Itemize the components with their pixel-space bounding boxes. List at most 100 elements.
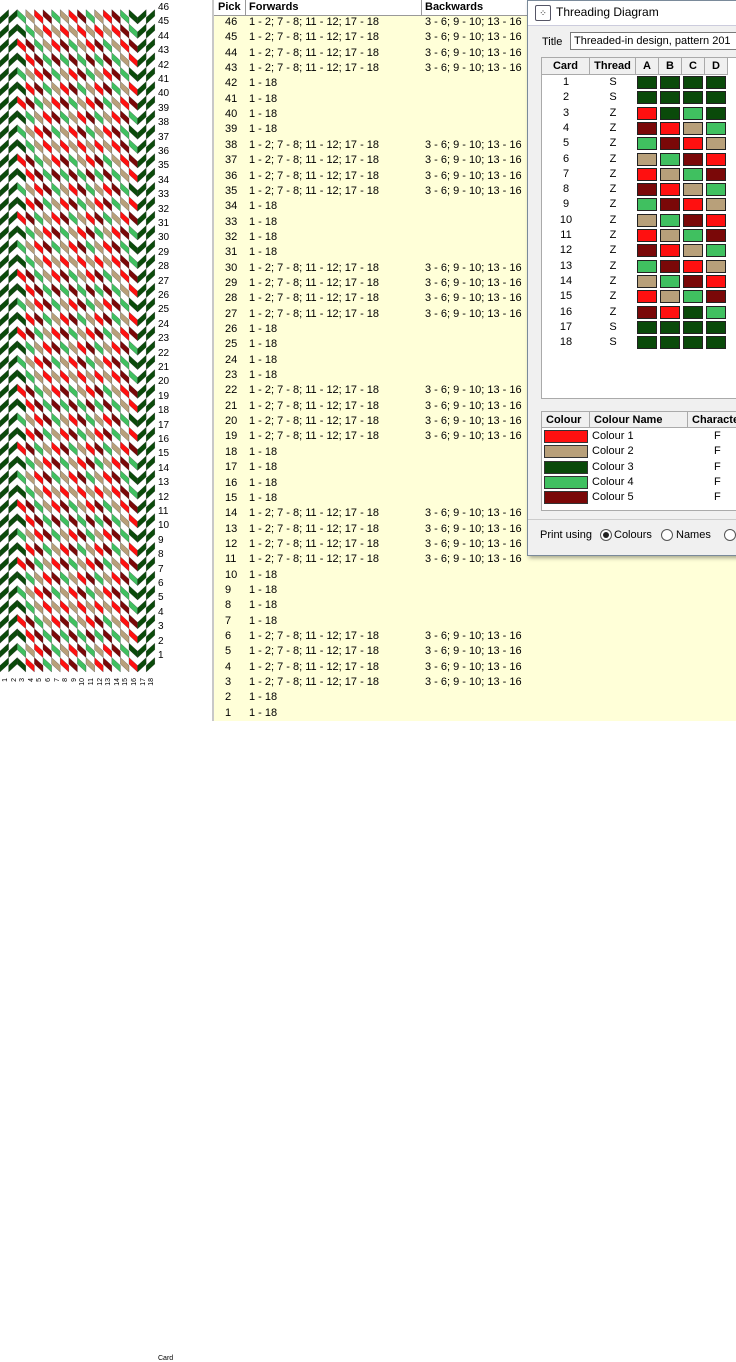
table-row[interactable]: 20 1 - 2; 7 - 8; 11 - 12; 17 - 18 3 - 6; 9…: [214, 414, 736, 429]
column-divider[interactable]: [421, 0, 422, 15]
card-table-header[interactable]: C: [682, 58, 705, 75]
hole-colour-swatch[interactable]: [706, 290, 726, 304]
card-row[interactable]: 12 Z: [542, 243, 736, 258]
hole-colour-swatch[interactable]: [660, 336, 680, 350]
table-row[interactable]: 29 1 - 2; 7 - 8; 11 - 12; 17 - 18 3 - 6; 9…: [214, 276, 736, 291]
table-row[interactable]: 6 1 - 2; 7 - 8; 11 - 12; 17 - 18 3 - 6; 9 …: [214, 629, 736, 644]
table-row[interactable]: 41 1 - 18: [214, 92, 736, 107]
thread-direction-cell[interactable]: Z: [609, 121, 617, 134]
thread-direction-cell[interactable]: Z: [609, 290, 617, 303]
table-row[interactable]: 43 1 - 2; 7 - 8; 11 - 12; 17 - 18 3 - 6; 9…: [214, 61, 736, 76]
table-row[interactable]: 5 1 - 2; 7 - 8; 11 - 12; 17 - 18 3 - 6; 9 …: [214, 644, 736, 659]
hole-colour-swatch[interactable]: [706, 91, 726, 105]
hole-colour-swatch[interactable]: [637, 274, 657, 288]
hole-colour-swatch[interactable]: [683, 152, 703, 166]
names-radio[interactable]: [661, 529, 673, 541]
hole-colour-swatch[interactable]: [706, 274, 726, 288]
table-row[interactable]: 30 1 - 2; 7 - 8; 11 - 12; 17 - 18 3 - 6; 9…: [214, 261, 736, 276]
hole-colour-swatch[interactable]: [637, 320, 657, 334]
table-row[interactable]: 2 1 - 18: [214, 690, 736, 705]
table-row[interactable]: 35 1 - 2; 7 - 8; 11 - 12; 17 - 18 3 - 6; 9…: [214, 184, 736, 199]
hole-colour-swatch[interactable]: [683, 167, 703, 181]
hole-colour-swatch[interactable]: [683, 229, 703, 242]
colour-name-cell[interactable]: Colour 1: [592, 430, 634, 442]
thread-direction-cell[interactable]: Z: [609, 229, 617, 241]
thread-direction-cell[interactable]: Z: [609, 305, 617, 318]
table-row[interactable]: 3 1 - 2; 7 - 8; 11 - 12; 17 - 18 3 - 6; 9 …: [214, 675, 736, 690]
hole-colour-swatch[interactable]: [660, 167, 680, 181]
hole-colour-swatch[interactable]: [683, 290, 703, 304]
hole-colour-swatch[interactable]: [660, 152, 680, 166]
table-row[interactable]: 31 1 - 18: [214, 245, 736, 260]
hole-colour-swatch[interactable]: [683, 183, 703, 197]
thread-direction-cell[interactable]: Z: [609, 274, 617, 287]
colour-table-header[interactable]: Colour: [542, 412, 590, 428]
hole-colour-swatch[interactable]: [683, 336, 703, 350]
colour-character-cell[interactable]: F: [714, 491, 721, 504]
hole-colour-swatch[interactable]: [660, 106, 680, 120]
colours-radio[interactable]: [600, 529, 612, 541]
colour-row[interactable]: Colour 5 F: [542, 490, 736, 505]
hole-colour-swatch[interactable]: [637, 305, 657, 319]
backwards-header[interactable]: Backwards: [425, 1, 484, 13]
colour-table-header[interactable]: Characte: [688, 412, 736, 428]
table-row[interactable]: 10 1 - 18: [214, 568, 736, 583]
hole-colour-swatch[interactable]: [683, 121, 703, 135]
colour-character-cell[interactable]: F: [714, 430, 721, 442]
table-row[interactable]: 40 1 - 18: [214, 107, 736, 122]
table-row[interactable]: 15 1 - 18: [214, 491, 736, 506]
title-input[interactable]: [570, 32, 736, 50]
hole-colour-swatch[interactable]: [683, 106, 703, 120]
colour-swatch[interactable]: [544, 475, 588, 489]
hole-colour-swatch[interactable]: [683, 76, 703, 89]
colour-character-cell[interactable]: F: [714, 445, 721, 458]
table-row[interactable]: 24 1 - 18: [214, 353, 736, 368]
hole-colour-swatch[interactable]: [637, 137, 657, 151]
hole-colour-swatch[interactable]: [683, 213, 703, 227]
hole-colour-swatch[interactable]: [706, 106, 726, 120]
thread-direction-cell[interactable]: S: [609, 320, 617, 333]
card-table-header[interactable]: B: [659, 58, 682, 75]
thread-direction-cell[interactable]: S: [609, 91, 617, 104]
hole-colour-swatch[interactable]: [637, 336, 657, 350]
hole-colour-swatch[interactable]: [706, 320, 726, 334]
table-row[interactable]: 9 1 - 18: [214, 583, 736, 598]
hole-colour-swatch[interactable]: [683, 244, 703, 258]
table-row[interactable]: 25 1 - 18: [214, 337, 736, 352]
card-table-header[interactable]: Card: [542, 58, 590, 75]
table-row[interactable]: 7 1 - 18: [214, 614, 736, 629]
thread-direction-cell[interactable]: S: [609, 336, 617, 349]
table-row[interactable]: 4 1 - 2; 7 - 8; 11 - 12; 17 - 18 3 - 6; 9 …: [214, 660, 736, 675]
hole-colour-swatch[interactable]: [706, 336, 726, 350]
hole-colour-swatch[interactable]: [683, 305, 703, 319]
hole-colour-swatch[interactable]: [706, 229, 726, 242]
hole-colour-swatch[interactable]: [706, 259, 726, 273]
hole-colour-swatch[interactable]: [637, 91, 657, 105]
table-row[interactable]: 17 1 - 18: [214, 460, 736, 475]
hole-colour-swatch[interactable]: [637, 229, 657, 242]
table-row[interactable]: 1 1 - 18: [214, 706, 736, 721]
table-row[interactable]: 39 1 - 18: [214, 122, 736, 137]
table-row[interactable]: 16 1 - 18: [214, 476, 736, 491]
hole-colour-swatch[interactable]: [683, 198, 703, 212]
colour-name-cell[interactable]: Colour 5: [592, 491, 634, 504]
colours-option-label[interactable]: Colours: [614, 529, 652, 541]
hole-colour-swatch[interactable]: [660, 198, 680, 212]
hole-colour-swatch[interactable]: [683, 137, 703, 151]
forwards-header[interactable]: Forwards: [249, 1, 299, 13]
hole-colour-swatch[interactable]: [706, 213, 726, 227]
thread-direction-cell[interactable]: Z: [609, 213, 617, 226]
hole-colour-swatch[interactable]: [706, 183, 726, 197]
table-row[interactable]: 46 1 - 2; 7 - 8; 11 - 12; 17 - 18 3 - 6; 9…: [214, 15, 736, 30]
hole-colour-swatch[interactable]: [660, 183, 680, 197]
hole-colour-swatch[interactable]: [637, 183, 657, 197]
hole-colour-swatch[interactable]: [660, 76, 680, 89]
table-row[interactable]: 26 1 - 18: [214, 322, 736, 337]
